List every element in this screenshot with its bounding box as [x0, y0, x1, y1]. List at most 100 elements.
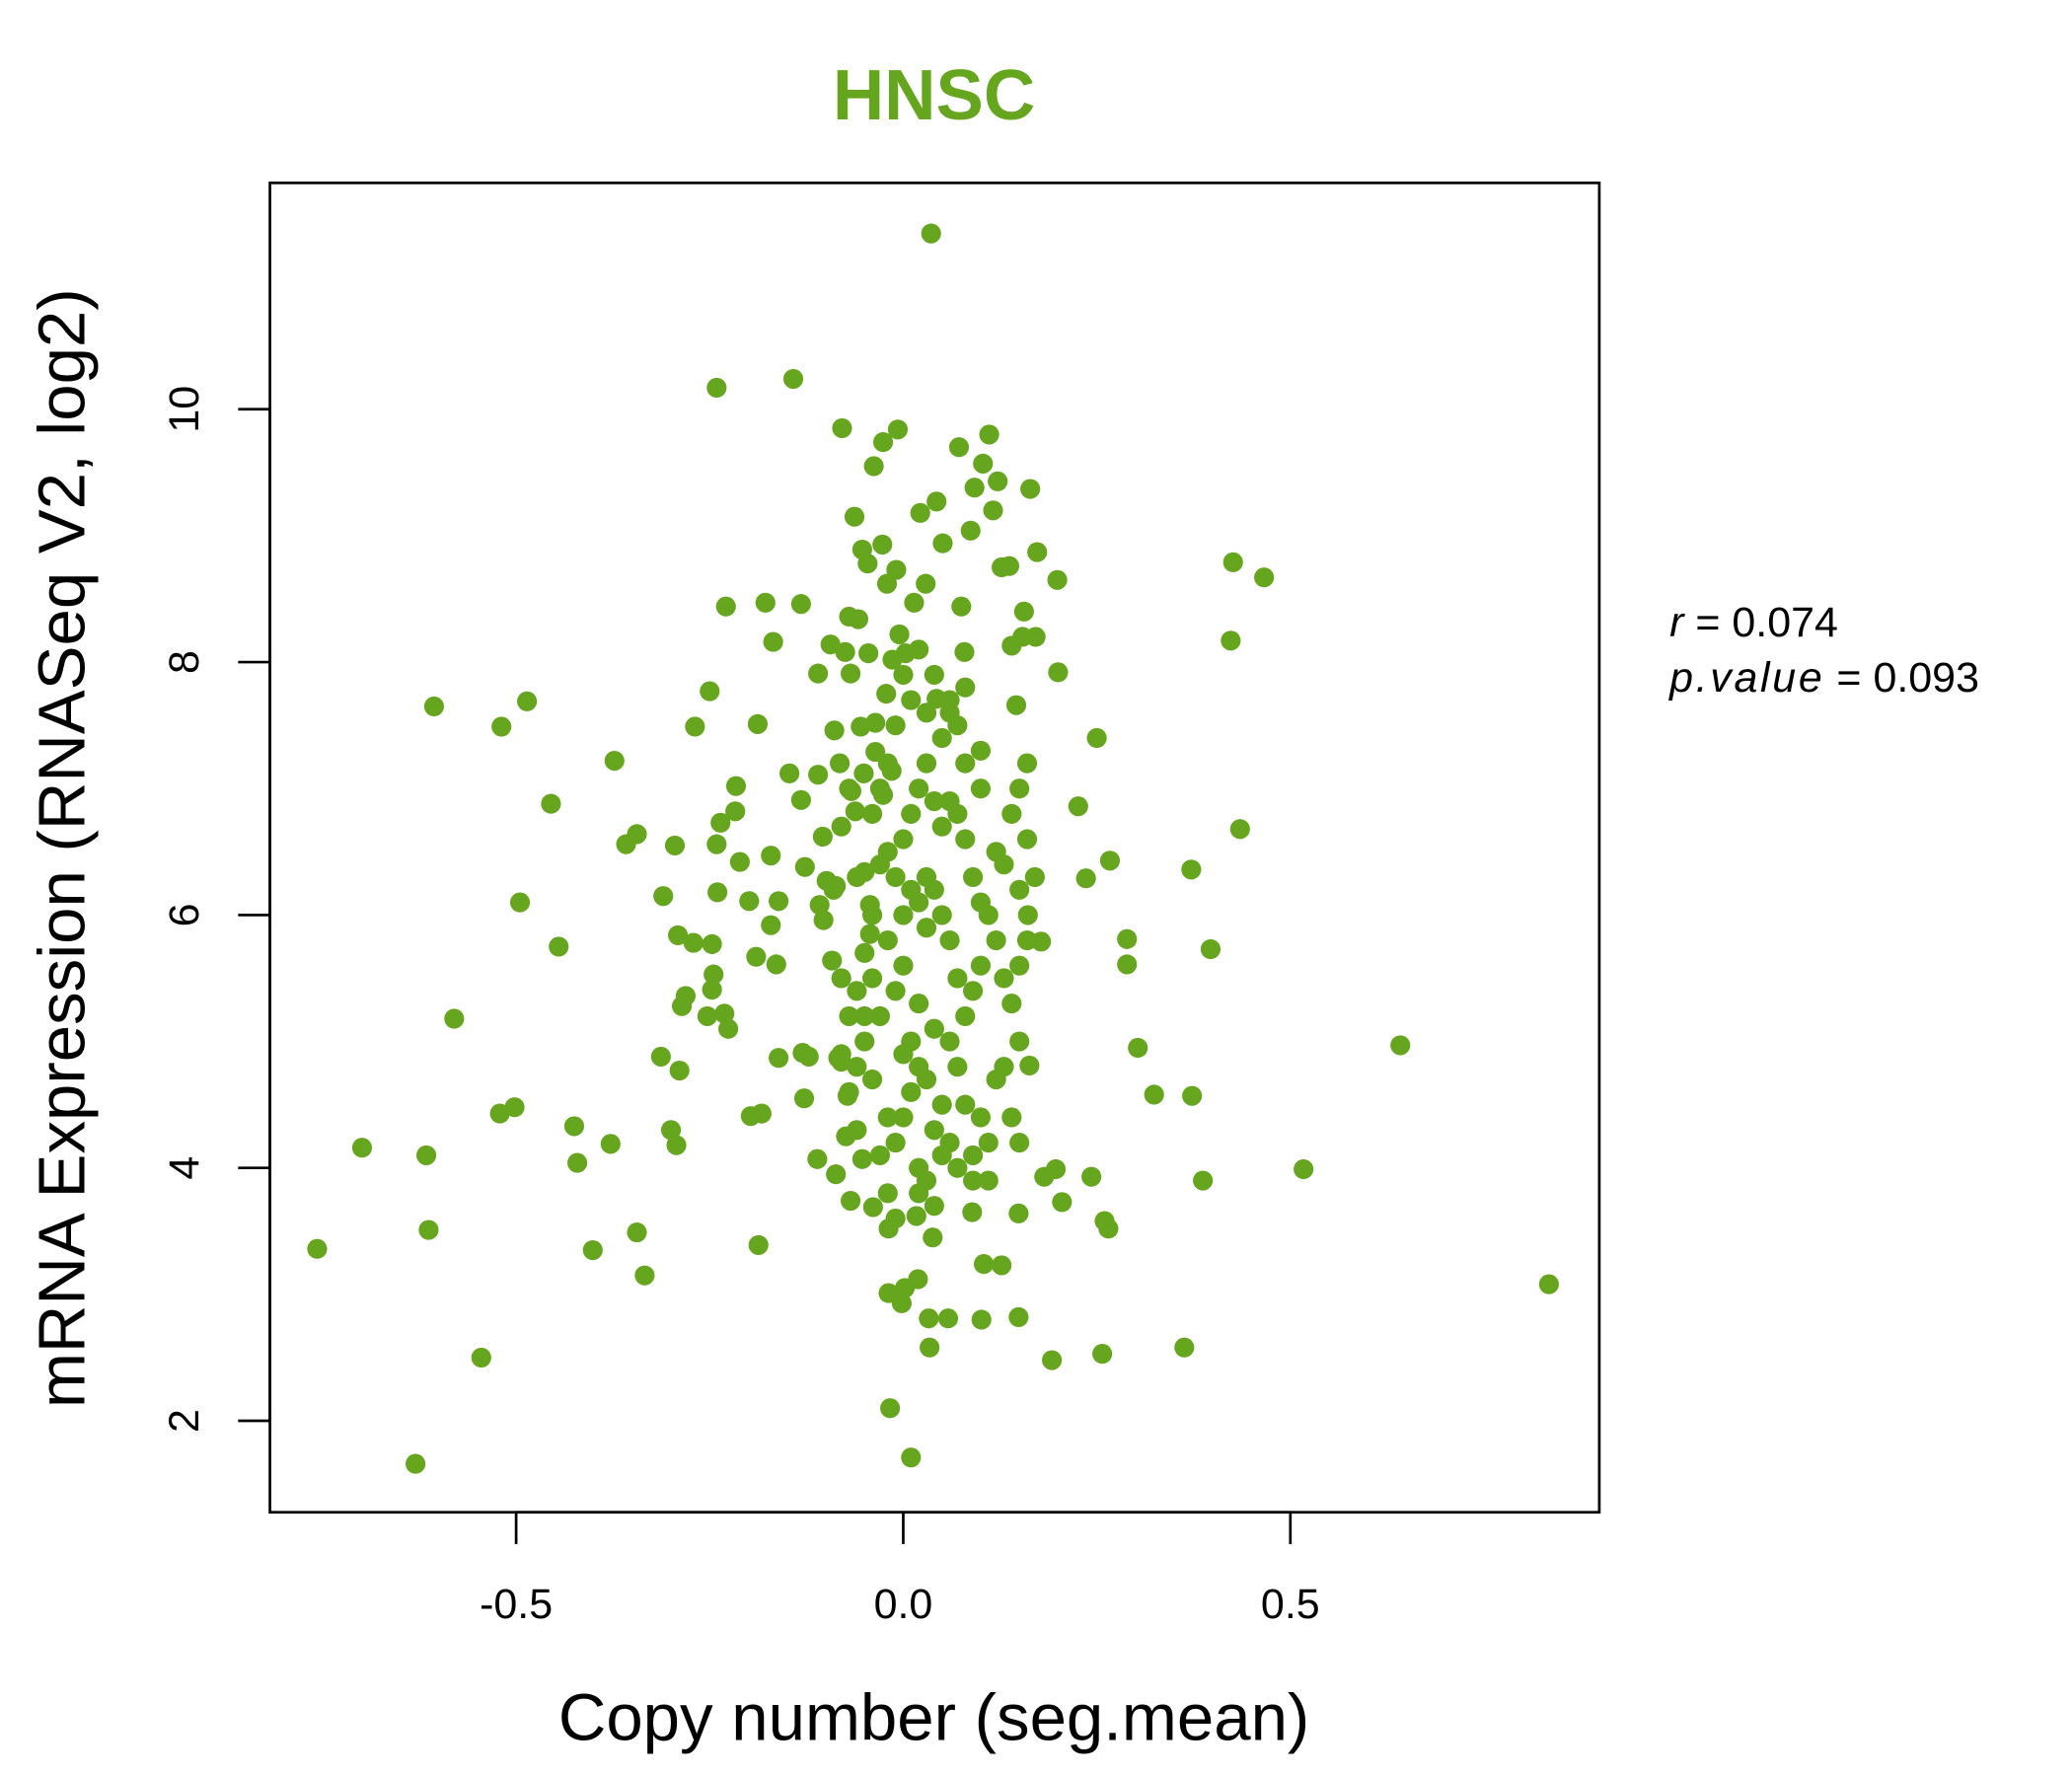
data-point [861, 1069, 883, 1090]
data-point [1009, 1133, 1030, 1153]
data-point [761, 846, 781, 866]
data-point [790, 789, 811, 810]
data-point [924, 664, 944, 685]
data-point [978, 1170, 999, 1191]
data-point [955, 829, 976, 850]
data-points [307, 223, 1559, 1474]
data-point [924, 1196, 944, 1217]
data-point [931, 816, 952, 837]
data-point [901, 690, 922, 710]
data-point [1254, 567, 1275, 588]
data-point [1001, 994, 1022, 1014]
data-point [924, 790, 944, 812]
data-point [830, 753, 851, 774]
data-point [1020, 479, 1041, 499]
data-point [876, 684, 897, 704]
data-point [779, 763, 800, 783]
x-axis: -0.5 0.0 0.5 [480, 1511, 1320, 1628]
data-point [851, 1148, 872, 1169]
x-tick-label: 0.5 [1261, 1581, 1320, 1628]
data-point [1008, 1306, 1029, 1328]
data-point [841, 663, 861, 684]
data-point [916, 573, 936, 594]
data-point [909, 639, 929, 660]
data-point [1008, 1203, 1029, 1223]
data-point [782, 368, 804, 390]
data-point [861, 968, 883, 989]
data-point [999, 555, 1020, 576]
data-point [604, 750, 625, 772]
data-point [706, 377, 727, 399]
data-point [909, 994, 929, 1014]
data-point [861, 905, 883, 925]
data-point [697, 1005, 718, 1027]
p-value: 0.093 [1873, 654, 1979, 702]
data-point [1075, 868, 1096, 889]
data-point [1048, 662, 1069, 683]
data-point [909, 1057, 929, 1077]
data-point [1390, 1035, 1411, 1056]
data-point [931, 1094, 952, 1115]
data-point [826, 1164, 847, 1185]
data-point [916, 703, 937, 723]
data-point [948, 437, 970, 458]
data-point [1027, 542, 1048, 562]
data-point [1045, 1158, 1067, 1180]
data-point [823, 879, 844, 900]
data-point [889, 624, 910, 644]
data-point [885, 981, 906, 1001]
data-point [962, 1202, 983, 1222]
data-point [963, 1145, 984, 1165]
data-point [769, 891, 789, 912]
data-point [1017, 905, 1038, 925]
data-point [710, 812, 731, 833]
data-point [1222, 552, 1243, 572]
data-point [947, 803, 968, 824]
data-point [706, 834, 727, 854]
data-point [1092, 1344, 1113, 1365]
data-point [664, 835, 686, 855]
data-point [1229, 819, 1250, 840]
data-point [1182, 1085, 1203, 1106]
data-point [920, 1337, 940, 1358]
data-point [766, 954, 786, 975]
r-label: r [1669, 599, 1685, 646]
y-axis: 2 4 6 8 10 [161, 386, 271, 1433]
data-point [351, 1138, 373, 1158]
data-point [910, 502, 930, 523]
data-point [627, 1222, 647, 1243]
data-point [725, 801, 746, 822]
data-point [1009, 778, 1030, 799]
data-point [790, 594, 811, 615]
data-point [858, 643, 879, 664]
data-point [822, 950, 843, 971]
data-point [893, 1044, 914, 1065]
data-point [971, 1309, 992, 1330]
data-point [1221, 630, 1241, 651]
data-point [939, 1031, 960, 1052]
data-point [841, 1190, 861, 1212]
data-point [1086, 727, 1107, 749]
data-point [845, 801, 865, 822]
data-point [1174, 1337, 1195, 1358]
data-point [751, 1103, 772, 1124]
r-value: 0.074 [1732, 599, 1838, 646]
data-point [986, 929, 1006, 951]
data-point [1016, 929, 1038, 951]
data-point [831, 816, 851, 837]
data-point [854, 942, 875, 963]
data-point [1117, 928, 1138, 949]
data-point [1181, 859, 1202, 880]
data-point [685, 716, 705, 737]
data-point [1001, 803, 1022, 824]
data-point [885, 1208, 906, 1229]
data-point [988, 471, 1008, 491]
data-point [992, 1255, 1012, 1276]
data-point [582, 1239, 603, 1261]
data-point [1068, 796, 1088, 817]
data-point [406, 1453, 426, 1474]
data-point [541, 793, 561, 814]
data-point [869, 1005, 890, 1027]
data-point [1016, 753, 1038, 774]
data-point [793, 1088, 815, 1109]
